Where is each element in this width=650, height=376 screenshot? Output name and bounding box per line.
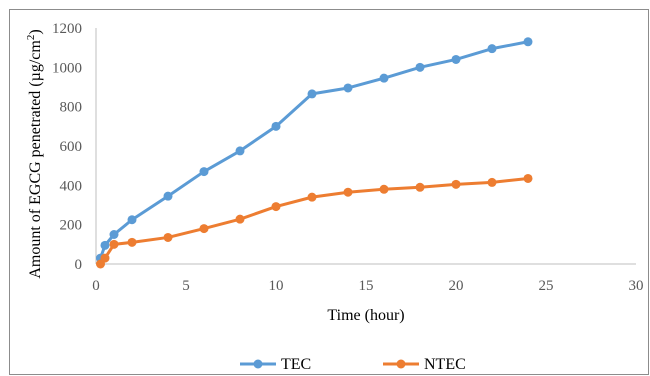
- series-line-ntec: [99, 176, 529, 265]
- legend-item-tec: TEC: [240, 356, 311, 373]
- data-point-ntec: [307, 192, 317, 202]
- x-tick-label: 20: [449, 278, 464, 294]
- chart-frame: [9, 9, 649, 375]
- data-point-ntec: [235, 214, 245, 224]
- x-tick-label: 30: [629, 278, 644, 294]
- data-point-tec: [451, 54, 461, 64]
- x-tick-label: 10: [269, 278, 284, 294]
- data-point-tec: [100, 240, 110, 250]
- data-point-tec: [127, 215, 137, 225]
- data-point-tec: [415, 62, 425, 72]
- x-tick-labels: 0 5 10 15 20 25 30: [92, 278, 643, 294]
- data-point-ntec: [109, 239, 119, 249]
- y-tick-label: 1000: [52, 60, 82, 76]
- y-tick-labels: 0 200 400 600 800 1000 1200: [52, 21, 82, 273]
- axes: [95, 28, 636, 265]
- data-point-tec: [523, 37, 533, 47]
- data-point-tec: [163, 191, 173, 201]
- x-tick-label: 25: [539, 278, 554, 294]
- data-point-ntec: [415, 182, 425, 192]
- series-tec: [96, 37, 533, 263]
- legend-tec-label: TEC: [281, 356, 311, 373]
- x-axis-title: Time (hour): [327, 307, 404, 324]
- legend: TEC NTEC: [240, 356, 466, 373]
- data-point-tec: [235, 146, 245, 156]
- y-tick-label: 200: [60, 218, 83, 234]
- y-axis-title-superscript: 2: [25, 35, 37, 41]
- legend-item-ntec: NTEC: [383, 356, 466, 373]
- y-axis-title: Amount of EGCG penetrated (µg/cm2): [25, 29, 44, 278]
- data-point-tec: [271, 121, 281, 131]
- series-layer: [96, 37, 533, 269]
- data-point-ntec: [523, 173, 533, 183]
- data-point-tec: [343, 83, 353, 93]
- x-tick-label: 0: [92, 278, 100, 294]
- x-tick-label: 5: [182, 278, 190, 294]
- data-point-tec: [199, 167, 209, 177]
- legend-tec-marker: [253, 359, 263, 369]
- y-axis-title-main: Amount of EGCG penetrated (µg/cm: [27, 40, 44, 279]
- y-tick-label: 1200: [52, 21, 82, 37]
- data-point-ntec: [100, 253, 110, 263]
- data-point-tec: [487, 44, 497, 54]
- data-point-ntec: [487, 177, 497, 187]
- data-point-ntec: [163, 232, 173, 242]
- y-tick-label: 400: [60, 178, 83, 194]
- data-point-tec: [307, 89, 317, 99]
- data-point-ntec: [379, 184, 389, 194]
- legend-ntec-label: NTEC: [424, 356, 466, 373]
- series-line-tec: [99, 40, 529, 259]
- data-point-tec: [109, 230, 119, 239]
- data-point-tec: [379, 73, 389, 83]
- data-point-ntec: [451, 179, 461, 189]
- y-tick-label: 600: [60, 139, 83, 155]
- data-point-ntec: [343, 187, 353, 197]
- x-tick-label: 15: [359, 278, 374, 294]
- y-axis-title-end: ): [27, 29, 44, 34]
- data-point-ntec: [199, 224, 209, 234]
- y-tick-label: 800: [60, 100, 83, 116]
- y-tick-label: 0: [75, 257, 83, 273]
- legend-ntec-marker: [396, 359, 406, 369]
- data-point-ntec: [127, 237, 137, 247]
- data-point-ntec: [271, 202, 281, 212]
- series-ntec: [96, 173, 533, 269]
